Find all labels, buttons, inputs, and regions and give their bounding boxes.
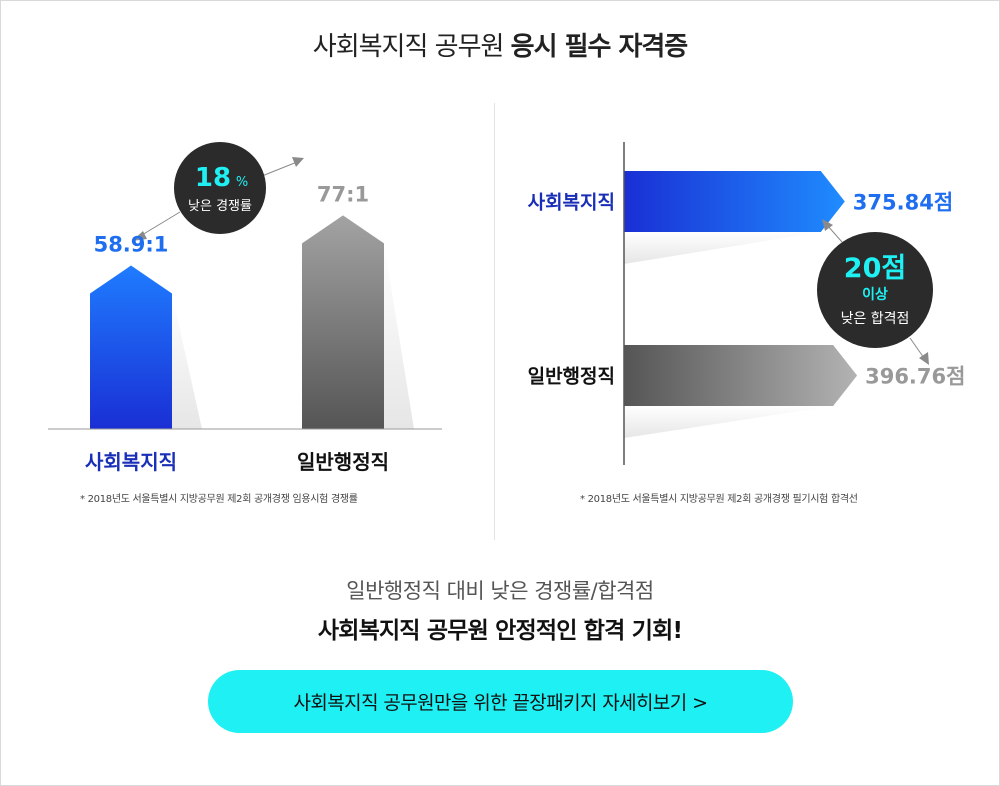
badge-value: 18 — [195, 163, 231, 193]
arrow-line — [909, 337, 925, 359]
title-highlight: 응시 필수 자격증 — [510, 32, 689, 62]
category-label: 사회복지직 — [85, 450, 177, 474]
badge-unit: % — [236, 175, 248, 190]
category-label: 일반행정직 — [297, 450, 389, 474]
ratio-badge: 18 % 낮은 경쟁률 — [174, 142, 266, 234]
bar-value-label: 77:1 — [317, 182, 369, 206]
badge-value: 20점 — [844, 253, 906, 284]
column-divider — [494, 103, 495, 540]
badge-text: 낮은 합격점 — [841, 311, 910, 327]
bar-shadow — [624, 406, 834, 438]
package-detail-button[interactable]: 사회복지직 공무원만을 위한 끝장패키지 자세히보기 > — [208, 670, 793, 733]
competition-ratio-chart: 18 % 낮은 경쟁률 58.9:1 사회복지직 77:1 일반행정직 — [48, 142, 442, 474]
left-chart-footnote: * 2018년도 서울특별시 지방공무원 제2회 공개경쟁 임용시험 경쟁률 — [80, 494, 358, 505]
bar-social-welfare — [624, 171, 845, 232]
bar-shadow — [384, 243, 414, 429]
bar-general-admin — [302, 215, 384, 429]
badge-circle — [817, 232, 933, 348]
category-label: 사회복지직 — [528, 192, 615, 214]
arrow-head — [132, 231, 147, 241]
arrow-head — [822, 219, 833, 231]
arrow-head — [292, 157, 304, 167]
arrow-line — [826, 224, 843, 243]
badge-text: 낮은 경쟁률 — [188, 199, 252, 214]
bar-value-label: 396.76점 — [865, 365, 965, 389]
score-badge: 20점 이상 낮은 합격점 — [817, 232, 933, 348]
arrow-head — [919, 352, 929, 365]
category-label: 일반행정직 — [528, 366, 615, 388]
summary-line-1: 일반행정직 대비 낮은 경쟁률/합격점 — [346, 579, 654, 603]
bar-shadow — [624, 232, 821, 264]
bar-general-admin — [624, 345, 858, 406]
arrow-line — [261, 161, 298, 177]
badge-circle — [174, 142, 266, 234]
right-chart-footnote: * 2018년도 서울특별시 지방공무원 제2회 공개경쟁 필기시험 합격선 — [580, 494, 858, 505]
bar-social-welfare — [90, 265, 172, 429]
bar-value-label: 375.84점 — [853, 191, 953, 215]
bar-shadow — [172, 293, 202, 429]
summary-line-2: 사회복지직 공무원 안정적인 합격 기회! — [317, 618, 683, 644]
badge-line2: 이상 — [862, 286, 888, 303]
page-title: 사회복지직 공무원 응시 필수 자격증 — [0, 26, 1000, 63]
title-light: 사회복지직 공무원 — [312, 32, 505, 62]
bar-value-label: 58.9:1 — [94, 233, 169, 257]
